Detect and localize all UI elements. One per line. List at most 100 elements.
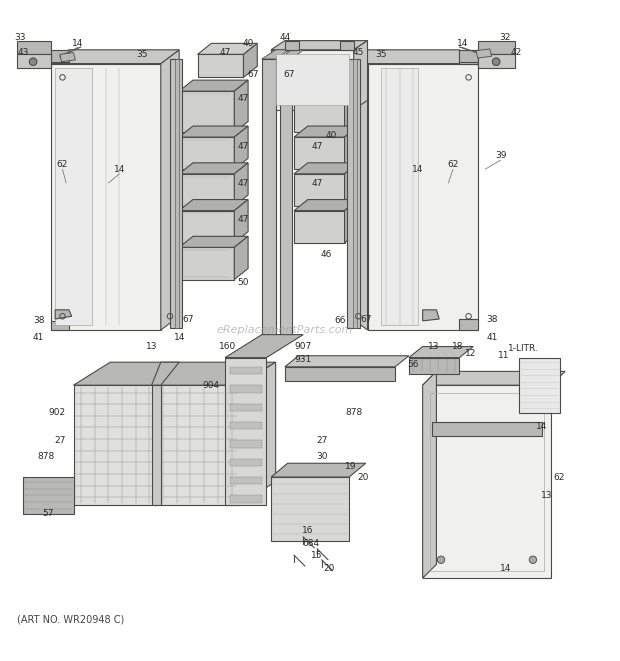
Polygon shape — [51, 63, 161, 330]
Polygon shape — [225, 358, 267, 504]
Text: 20: 20 — [357, 473, 369, 482]
Polygon shape — [161, 50, 179, 330]
Polygon shape — [381, 68, 418, 325]
Polygon shape — [179, 137, 234, 169]
Polygon shape — [459, 50, 478, 63]
Text: 907: 907 — [294, 342, 312, 351]
Polygon shape — [345, 126, 358, 169]
Polygon shape — [423, 371, 565, 385]
Polygon shape — [229, 367, 262, 374]
Polygon shape — [294, 126, 358, 137]
Text: 47: 47 — [238, 141, 249, 151]
Polygon shape — [51, 321, 69, 330]
Text: 62: 62 — [57, 160, 68, 169]
Text: 33: 33 — [14, 33, 26, 42]
Polygon shape — [179, 247, 234, 280]
Text: 14: 14 — [412, 165, 423, 174]
Polygon shape — [262, 50, 290, 59]
Text: 13: 13 — [428, 342, 440, 351]
Polygon shape — [271, 40, 368, 50]
Text: 35: 35 — [376, 50, 387, 59]
Text: 13: 13 — [541, 491, 552, 500]
Polygon shape — [229, 422, 262, 429]
Polygon shape — [179, 237, 248, 247]
Text: 43: 43 — [17, 48, 29, 57]
Polygon shape — [175, 59, 179, 329]
Polygon shape — [23, 477, 74, 514]
Polygon shape — [271, 463, 366, 477]
Polygon shape — [347, 59, 360, 329]
Polygon shape — [349, 50, 368, 330]
Text: 44: 44 — [279, 33, 290, 42]
Text: 20: 20 — [323, 564, 335, 574]
Text: 47: 47 — [219, 48, 231, 57]
Text: eReplacementParts.com: eReplacementParts.com — [216, 325, 353, 335]
Circle shape — [29, 58, 37, 65]
Polygon shape — [423, 310, 439, 321]
Polygon shape — [179, 163, 248, 174]
Polygon shape — [294, 163, 358, 174]
Text: 14: 14 — [500, 564, 511, 574]
Polygon shape — [271, 50, 354, 110]
Polygon shape — [229, 477, 262, 485]
Polygon shape — [229, 496, 262, 503]
Polygon shape — [345, 163, 358, 206]
Polygon shape — [285, 367, 395, 381]
Polygon shape — [74, 362, 276, 385]
Circle shape — [492, 58, 500, 65]
Text: 14: 14 — [536, 422, 548, 431]
Text: 160: 160 — [219, 342, 236, 351]
Circle shape — [529, 556, 536, 563]
Polygon shape — [234, 163, 248, 206]
Polygon shape — [294, 137, 345, 169]
Text: 56: 56 — [408, 360, 419, 369]
Polygon shape — [229, 440, 262, 447]
Polygon shape — [409, 358, 459, 374]
Polygon shape — [476, 49, 492, 58]
Polygon shape — [17, 54, 51, 68]
Polygon shape — [294, 174, 345, 206]
Text: 902: 902 — [48, 408, 66, 417]
Text: 12: 12 — [465, 348, 476, 358]
Text: 67: 67 — [247, 70, 259, 79]
Polygon shape — [280, 59, 292, 334]
Polygon shape — [354, 40, 368, 110]
Text: 57: 57 — [42, 510, 53, 518]
Polygon shape — [345, 200, 358, 243]
Polygon shape — [55, 310, 72, 319]
Text: 46: 46 — [321, 251, 332, 259]
Text: 904: 904 — [203, 381, 220, 390]
Text: 39: 39 — [495, 151, 507, 160]
Text: 32: 32 — [500, 33, 511, 42]
Text: 30: 30 — [316, 452, 327, 461]
Polygon shape — [179, 174, 234, 206]
Text: 27: 27 — [316, 436, 327, 445]
Text: 878: 878 — [37, 452, 55, 461]
Polygon shape — [280, 50, 303, 59]
Polygon shape — [459, 319, 478, 330]
Polygon shape — [239, 362, 276, 504]
Text: 47: 47 — [311, 178, 322, 188]
Text: 38: 38 — [33, 317, 45, 325]
Polygon shape — [229, 404, 262, 411]
Polygon shape — [234, 80, 248, 132]
Text: 50: 50 — [237, 278, 249, 287]
Text: 1-LITR.: 1-LITR. — [508, 344, 539, 353]
Polygon shape — [244, 44, 257, 77]
Text: (ART NO. WR20948 C): (ART NO. WR20948 C) — [17, 614, 124, 624]
Text: 47: 47 — [238, 178, 249, 188]
Text: 47: 47 — [311, 141, 322, 151]
Polygon shape — [340, 40, 354, 50]
Polygon shape — [459, 50, 478, 61]
Text: 41: 41 — [33, 333, 44, 342]
Polygon shape — [198, 44, 257, 54]
Text: 11: 11 — [498, 351, 509, 360]
Text: 67: 67 — [360, 315, 371, 323]
Text: 45: 45 — [353, 48, 364, 57]
Polygon shape — [74, 385, 239, 504]
Polygon shape — [198, 54, 244, 77]
Text: 15: 15 — [311, 551, 323, 560]
Polygon shape — [294, 200, 358, 211]
Polygon shape — [478, 40, 515, 54]
Text: 67: 67 — [183, 315, 194, 323]
